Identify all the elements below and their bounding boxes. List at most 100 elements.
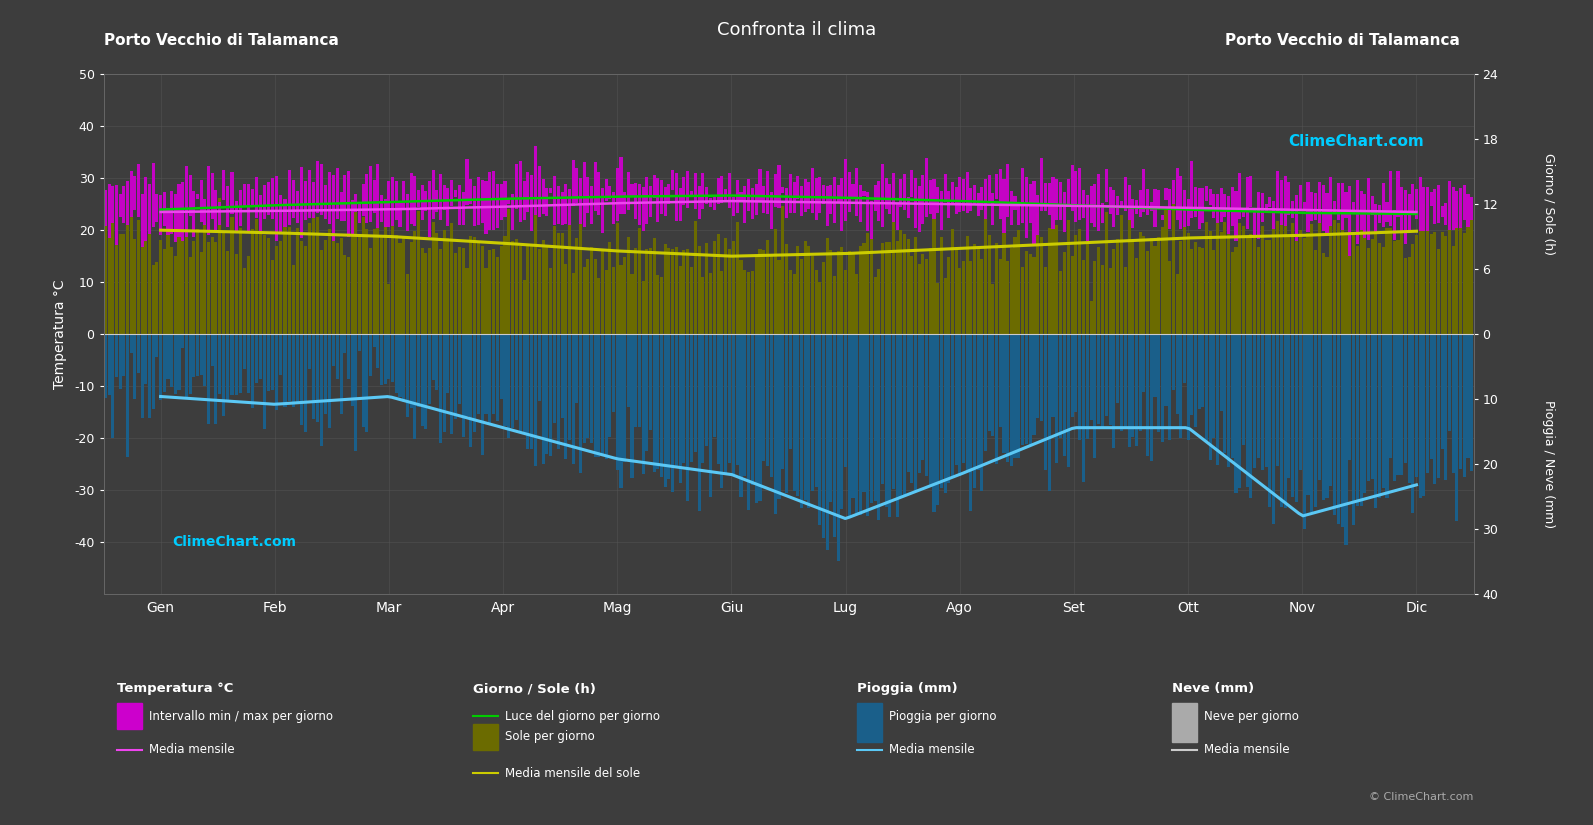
Bar — [1426, 215, 1429, 334]
Bar — [833, 177, 836, 223]
Bar — [1392, 334, 1395, 481]
Bar — [709, 334, 712, 497]
Bar — [1400, 334, 1403, 475]
Bar — [1459, 334, 1462, 469]
Bar — [481, 246, 484, 334]
Bar — [892, 182, 895, 334]
Bar — [1212, 334, 1215, 438]
Bar — [620, 266, 623, 334]
Bar — [342, 255, 346, 334]
Bar — [597, 172, 601, 215]
Bar — [698, 246, 701, 334]
Bar — [634, 248, 637, 334]
Bar — [932, 179, 935, 219]
Bar — [1212, 194, 1215, 219]
Bar — [515, 164, 518, 210]
Bar — [1101, 334, 1104, 428]
Bar — [1193, 187, 1196, 217]
Bar — [148, 226, 151, 334]
Bar — [406, 334, 409, 417]
Bar — [1235, 247, 1238, 334]
Bar — [1249, 334, 1252, 498]
Bar — [695, 334, 696, 452]
Bar — [766, 334, 769, 466]
Bar — [973, 243, 977, 334]
Bar — [739, 261, 742, 334]
Bar — [921, 334, 924, 460]
Bar — [811, 256, 814, 334]
Bar — [1322, 253, 1325, 334]
Bar — [263, 334, 266, 429]
Bar — [609, 186, 612, 199]
Bar — [1415, 334, 1418, 477]
Bar — [648, 334, 652, 430]
Bar — [744, 334, 746, 476]
Bar — [553, 176, 556, 225]
Bar — [500, 334, 503, 398]
Bar — [725, 238, 728, 334]
Bar — [1434, 334, 1437, 484]
Bar — [1268, 197, 1271, 207]
Bar — [575, 168, 578, 203]
Bar — [328, 172, 331, 224]
Bar — [878, 334, 881, 520]
Bar — [446, 238, 449, 334]
Bar — [134, 176, 137, 210]
Bar — [744, 186, 746, 224]
Text: Confronta il clima: Confronta il clima — [717, 21, 876, 39]
Bar — [268, 334, 271, 391]
Bar — [1212, 250, 1215, 334]
Bar — [304, 182, 307, 220]
Bar — [1142, 169, 1145, 212]
Bar — [701, 334, 704, 463]
Bar — [1059, 334, 1063, 438]
Bar — [811, 334, 814, 491]
Bar — [954, 334, 957, 464]
Bar — [118, 194, 121, 217]
Bar — [675, 248, 677, 334]
Bar — [1411, 185, 1415, 212]
Bar — [1389, 334, 1392, 459]
Bar — [392, 177, 393, 225]
Bar — [333, 334, 335, 366]
Bar — [112, 186, 115, 224]
Bar — [671, 334, 674, 492]
Bar — [1462, 233, 1466, 334]
Bar — [1378, 243, 1381, 334]
Bar — [255, 177, 258, 218]
Bar — [495, 184, 499, 228]
Bar — [1411, 244, 1415, 334]
Bar — [988, 175, 991, 203]
Bar — [1445, 203, 1448, 225]
Bar — [538, 166, 540, 217]
Bar — [358, 334, 362, 351]
Bar — [104, 191, 107, 225]
Bar — [112, 334, 115, 438]
Bar — [803, 242, 806, 334]
Bar — [940, 334, 943, 488]
Bar — [988, 235, 991, 334]
Bar — [495, 334, 499, 422]
Bar — [859, 334, 862, 515]
Bar — [1187, 199, 1190, 226]
Bar — [1333, 200, 1337, 214]
Bar — [572, 160, 575, 205]
Bar — [1459, 203, 1462, 334]
Bar — [1139, 232, 1142, 334]
Bar — [808, 246, 811, 334]
Bar — [534, 334, 537, 465]
Bar — [174, 334, 177, 394]
Bar — [1437, 249, 1440, 334]
Bar — [1348, 334, 1351, 460]
Bar — [1462, 334, 1466, 477]
Bar — [728, 248, 731, 334]
Bar — [339, 238, 342, 334]
Bar — [255, 334, 258, 383]
Bar — [148, 184, 151, 234]
Bar — [728, 172, 731, 208]
Bar — [884, 334, 887, 507]
Bar — [1392, 241, 1395, 334]
Bar — [1322, 185, 1325, 231]
Bar — [892, 334, 895, 489]
Bar — [575, 238, 578, 334]
